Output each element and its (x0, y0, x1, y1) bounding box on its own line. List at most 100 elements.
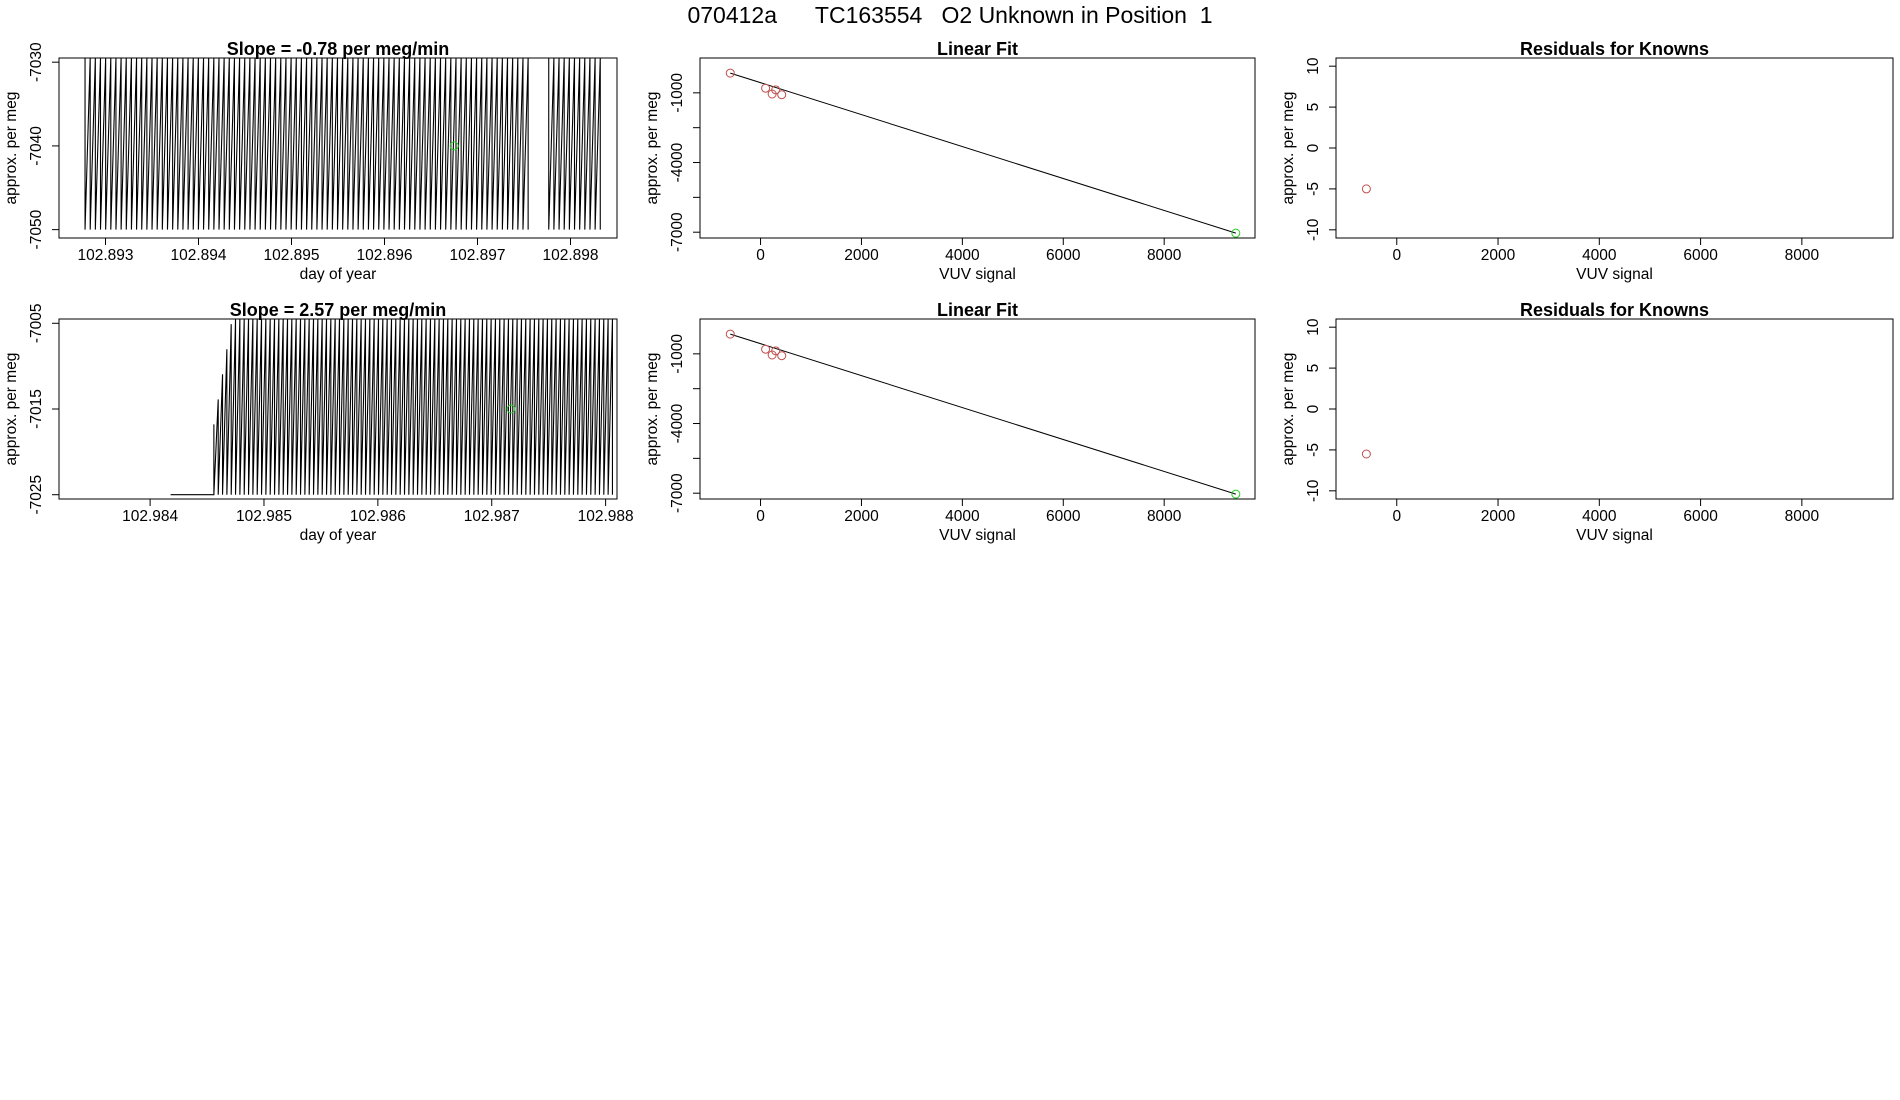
x-axis-label: VUV signal (939, 266, 1016, 283)
x-axis-label: day of year (300, 266, 377, 283)
y-tick-label: -5 (1305, 443, 1322, 457)
x-tick-label: 4000 (945, 247, 980, 264)
x-axis-label: VUV signal (939, 527, 1016, 544)
x-tick-label: 2000 (1481, 508, 1516, 525)
x-tick-label: 102.984 (122, 508, 178, 525)
x-axis-label: VUV signal (1576, 527, 1653, 544)
data-area (84, 58, 601, 230)
y-tick-label: -5 (1305, 182, 1322, 196)
y-tick-label: 10 (1305, 318, 1322, 336)
unknown-point (506, 404, 516, 414)
known-point (725, 329, 735, 339)
x-tick-label: 102.895 (263, 247, 319, 264)
x-tick-label: 102.896 (356, 247, 412, 264)
unknown-point (449, 141, 459, 151)
known-point (777, 90, 787, 100)
unknown-point (1231, 489, 1241, 499)
y-tick-label: -1000 (669, 73, 686, 113)
y-tick-label: -10 (1305, 218, 1322, 241)
x-tick-label: 102.986 (350, 508, 406, 525)
y-tick-label: -7000 (669, 212, 686, 252)
x-tick-label: 102.894 (170, 247, 226, 264)
data-area (1361, 449, 1371, 459)
y-tick-label: -7050 (28, 209, 45, 249)
known-point (761, 83, 771, 93)
plot-frame (699, 57, 1256, 239)
x-tick-label: 102.988 (578, 508, 634, 525)
x-tick-label: 102.987 (464, 508, 520, 525)
x-tick-label: 102.898 (542, 247, 598, 264)
chart-title: Residuals for Knowns (1520, 300, 1709, 320)
x-tick-label: 6000 (1683, 508, 1718, 525)
x-tick-label: 8000 (1785, 247, 1820, 264)
unknown-point (1231, 228, 1241, 238)
data-area (170, 319, 613, 496)
x-tick-label: 6000 (1046, 508, 1081, 525)
y-tick-label: -7005 (28, 303, 45, 343)
y-axis-label: approx. per meg (1280, 353, 1297, 466)
known-point (771, 346, 781, 356)
x-tick-label: 6000 (1046, 247, 1081, 264)
y-tick-label: -7025 (28, 475, 45, 515)
fit-line (730, 72, 1236, 234)
x-tick-label: 0 (756, 247, 765, 264)
y-tick-label: -4000 (669, 403, 686, 443)
y-tick-label: -4000 (669, 142, 686, 182)
x-tick-label: 4000 (1582, 508, 1617, 525)
data-area (1361, 184, 1371, 194)
page-title: 070412a TC163554 O2 Unknown in Position … (687, 2, 1213, 28)
data-area (725, 329, 1241, 499)
linear-fit-1-panel: Linear Fit 0 2000 4000 6000 8000 VUV signal -70… (644, 39, 1256, 283)
chart-title: Linear Fit (937, 39, 1018, 59)
known-point (1361, 449, 1371, 459)
y-tick-label: 5 (1305, 364, 1322, 373)
fit-line (730, 333, 1236, 495)
x-tick-label: 8000 (1785, 508, 1820, 525)
y-tick-label: -7000 (669, 473, 686, 513)
y-axis-label: approx. per meg (644, 92, 661, 205)
x-tick-label: 4000 (945, 508, 980, 525)
x-axis-label: day of year (300, 527, 377, 544)
x-tick-label: 2000 (844, 508, 879, 525)
x-tick-label: 8000 (1147, 247, 1182, 264)
residuals-2-panel: Residuals for Knowns 0 2000 4000 6000 8000 VUV… (1280, 300, 1894, 544)
x-tick-label: 2000 (1481, 247, 1516, 264)
y-axis-label: approx. per meg (3, 353, 20, 466)
x-tick-label: 0 (1392, 508, 1401, 525)
x-tick-label: 102.897 (449, 247, 505, 264)
linear-fit-2-panel: Linear Fit 0 2000 4000 6000 8000 VUV signal -70… (644, 300, 1256, 544)
chart-title: Slope = 2.57 per meg/min (230, 300, 447, 320)
plot-frame (1335, 318, 1894, 500)
data-area (725, 68, 1241, 238)
y-tick-label: 0 (1305, 143, 1322, 152)
y-tick-label: -1000 (669, 334, 686, 374)
signal-trace (170, 319, 613, 496)
time-series-1-panel: Slope = -0.78 per meg/min 102.893 102.894 1… (3, 39, 618, 283)
y-tick-label: -7030 (28, 42, 45, 82)
x-tick-label: 4000 (1582, 247, 1617, 264)
known-point (777, 351, 787, 361)
residuals-1-panel: Residuals for Knowns 0 2000 4000 6000 8000 VUV… (1280, 39, 1894, 283)
y-tick-label: -7040 (28, 126, 45, 166)
y-axis-label: approx. per meg (1280, 92, 1297, 205)
y-tick-label: 10 (1305, 57, 1322, 75)
signal-trace (84, 58, 601, 230)
known-point (725, 68, 735, 78)
known-point (761, 344, 771, 354)
y-tick-label: -10 (1305, 479, 1322, 502)
plot-frame (699, 318, 1256, 500)
y-tick-label: 0 (1305, 404, 1322, 413)
x-tick-label: 102.985 (236, 508, 292, 525)
y-tick-label: -7015 (28, 389, 45, 429)
y-axis-label: approx. per meg (644, 353, 661, 466)
chart-title: Residuals for Knowns (1520, 39, 1709, 59)
x-axis-label: VUV signal (1576, 266, 1653, 283)
x-tick-label: 102.893 (77, 247, 133, 264)
chart-title: Linear Fit (937, 300, 1018, 320)
x-tick-label: 0 (756, 508, 765, 525)
chart-title: Slope = -0.78 per meg/min (227, 39, 450, 59)
time-series-2-panel: Slope = 2.57 per meg/min 102.984 102.985 10… (3, 300, 634, 544)
known-point (1361, 184, 1371, 194)
x-tick-label: 2000 (844, 247, 879, 264)
y-axis-label: approx. per meg (3, 92, 20, 205)
